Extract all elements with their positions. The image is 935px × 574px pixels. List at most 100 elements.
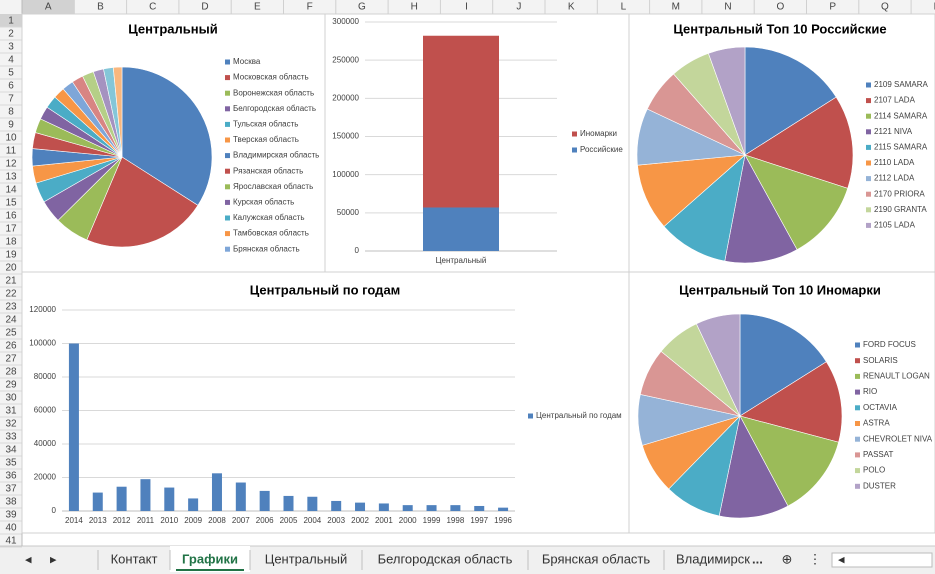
row-header: 26 (5, 341, 17, 352)
legend-entry-swatch (225, 90, 230, 96)
legend-entry: 2112 LADA (874, 174, 915, 183)
sheet-tab[interactable]: Контакт (111, 551, 158, 566)
row-header: 23 (5, 302, 17, 313)
x-tick-label: 2007 (232, 516, 250, 525)
legend-entry: Рязанская область (233, 166, 303, 175)
legend-entry-swatch (855, 452, 860, 458)
sheet-tab[interactable]: Брянская область (542, 551, 651, 566)
legend-entry: 2110 LADA (874, 158, 915, 167)
row-header: 24 (5, 315, 17, 326)
sheet-tab[interactable]: Владимирск (676, 551, 750, 566)
legend-entry: 2105 LADA (874, 221, 916, 230)
pie-slice (724, 154, 798, 264)
pie-slice (663, 154, 746, 262)
legend-entry-swatch (225, 153, 230, 159)
chart-title: Центральный по годам (250, 282, 401, 297)
x-tick-label: 2012 (113, 516, 131, 525)
y-tick-label: 0 (52, 506, 57, 515)
y-tick-label: 80000 (34, 372, 57, 381)
legend-entry: 2121 NIVA (874, 127, 913, 136)
legend-entry-swatch (855, 483, 860, 489)
y-tick-label: 120000 (29, 305, 56, 314)
row-header: 2 (8, 29, 14, 40)
legend-entry-swatch (855, 405, 860, 411)
column-header: L (621, 2, 627, 13)
row-header: 7 (8, 94, 14, 105)
legend-entry: 2170 PRIORA (874, 189, 925, 198)
row-header: 31 (5, 406, 17, 417)
legend-entry-swatch (855, 342, 860, 348)
y-tick-label: 100000 (29, 339, 56, 348)
y-tick-label: 250000 (332, 55, 359, 64)
x-tick-label: 2004 (303, 516, 321, 525)
pie-slice (695, 313, 741, 417)
scroll-left[interactable]: ◂ (25, 551, 32, 566)
x-tick-label: 2013 (89, 516, 107, 525)
legend-entry-swatch (855, 389, 860, 395)
legend-entry: Курская область (233, 198, 294, 207)
legend-entry-swatch (866, 160, 871, 166)
bar (140, 479, 151, 511)
legend-entry: Российские (580, 145, 623, 154)
legend-entry-swatch (225, 215, 230, 221)
legend-entry-swatch (866, 113, 871, 119)
legend-entry: POLO (863, 466, 885, 475)
x-tick-label: 1999 (423, 516, 441, 525)
y-tick-label: 20000 (34, 473, 57, 482)
pie-slice (744, 154, 849, 251)
row-header: 17 (5, 224, 17, 235)
scroll-right[interactable]: ▸ (50, 551, 57, 566)
legend-entry-swatch (866, 207, 871, 213)
legend-entry: Тамбовская область (233, 229, 309, 238)
menu[interactable]: ⋮ (809, 551, 822, 566)
legend-entry: RENAULT LOGAN (863, 372, 930, 381)
row-header: 11 (6, 146, 17, 157)
sheet-tab[interactable]: Белгородская область (378, 551, 513, 566)
x-tick-label: 2009 (184, 516, 202, 525)
row-header: 33 (5, 432, 17, 443)
pie-slice (739, 313, 827, 417)
legend-entry-swatch (225, 137, 230, 143)
column-header: P (829, 2, 836, 13)
legend-entry-swatch (225, 121, 230, 127)
row-header: 10 (5, 133, 17, 144)
add-sheet[interactable]: ⊕ (782, 551, 793, 566)
column-header: H (411, 2, 418, 13)
row-header: 28 (5, 367, 17, 378)
active-column-header (22, 0, 75, 14)
legend-entry: Иномарки (580, 129, 617, 138)
legend-entry-swatch (866, 82, 871, 88)
scrollbar[interactable] (831, 552, 933, 568)
row-header: 27 (5, 354, 17, 365)
x-tick-label: 2014 (65, 516, 83, 525)
bar (423, 207, 499, 251)
sheet-tab[interactable]: Графики (182, 551, 238, 566)
row-header: 6 (8, 81, 14, 92)
legend-entry-swatch (866, 222, 871, 228)
x-tick-label: Центральный (436, 256, 487, 265)
legend-entry-swatch (528, 413, 533, 419)
column-header: B (97, 2, 104, 13)
pie-slice (708, 46, 746, 156)
x-tick-label: 1998 (446, 516, 464, 525)
legend-entry: Центральный по годам (536, 411, 622, 420)
legend-entry: Московская область (233, 73, 309, 82)
row-header: 3 (8, 42, 14, 53)
column-header: A (45, 2, 52, 13)
legend-entry: OCTAVIA (863, 403, 898, 412)
legend-entry-swatch (225, 59, 230, 65)
row-header: 8 (8, 107, 14, 118)
legend-entry: CHEVROLET NIVA (863, 434, 933, 443)
legend-entry-swatch (866, 129, 871, 135)
pie-slice (739, 361, 843, 443)
y-tick-label: 100000 (332, 170, 359, 179)
row-header: 38 (5, 497, 17, 508)
pie-slice (86, 156, 199, 248)
column-header: F (307, 2, 313, 13)
sheet-tab[interactable]: Центральный (265, 551, 348, 566)
column-header: M (672, 2, 680, 13)
more-tabs[interactable]: ... (752, 551, 763, 566)
scrollbar-left[interactable]: ◂ (838, 551, 845, 566)
y-tick-label: 150000 (332, 132, 359, 141)
